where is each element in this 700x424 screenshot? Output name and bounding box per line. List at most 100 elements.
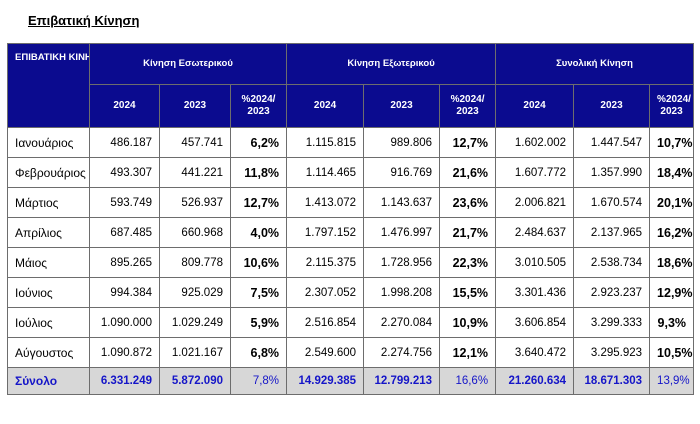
- pct-cell: 22,3%: [439, 247, 497, 278]
- subcol-2023: 2023: [363, 84, 441, 128]
- pct-cell: 6,2%: [229, 127, 288, 158]
- value-cell: 1.413.072: [286, 187, 365, 218]
- total-value-cell: 18.671.303: [573, 367, 651, 395]
- month-cell: Μάρτιος: [7, 187, 90, 218]
- table-row: Ιούλιος 1.090.000 1.029.249 5,9% 2.516.8…: [7, 307, 695, 338]
- pct-cell: 11,8%: [229, 157, 288, 188]
- pct-cell: 12,7%: [229, 187, 288, 218]
- month-cell: Ιούλιος: [7, 307, 90, 338]
- pct-cell: 6,8%: [229, 337, 288, 368]
- value-cell: 2.274.756: [363, 337, 441, 368]
- page-title: Επιβατική Κίνηση: [28, 13, 140, 28]
- pct-cell: 10,9%: [439, 307, 497, 338]
- pct-cell: 7,5%: [229, 277, 288, 308]
- value-cell: 3.295.923: [573, 337, 651, 368]
- value-cell: 2.307.052: [286, 277, 365, 308]
- value-cell: 1.021.167: [159, 337, 231, 368]
- value-cell: 486.187: [89, 127, 160, 158]
- total-value-cell: 5.872.090: [159, 367, 231, 395]
- pct-cell: 18,6%: [649, 247, 695, 278]
- value-cell: 3.299.333: [573, 307, 651, 338]
- pct-cell: 12,1%: [439, 337, 497, 368]
- value-cell: 1.607.772: [495, 157, 575, 188]
- value-cell: 1.602.002: [495, 127, 575, 158]
- value-cell: 994.384: [89, 277, 160, 308]
- pct-cell: 18,4%: [649, 157, 695, 188]
- total-value-cell: 12.799.213: [363, 367, 441, 395]
- value-cell: 3.301.436: [495, 277, 575, 308]
- subcol-pct: %2024/ 2023: [649, 84, 695, 128]
- value-cell: 3.606.854: [495, 307, 575, 338]
- passenger-traffic-table: ΕΠΙΒΑΤΙΚΗ ΚΙΝΗΣΗ Κίνηση Εσωτερικού Κίνησ…: [7, 43, 695, 395]
- subcol-pct: %2024/ 2023: [439, 84, 497, 128]
- month-cell: Απρίλιος: [7, 217, 90, 248]
- table-row: Μάρτιος 593.749 526.937 12,7% 1.413.072 …: [7, 187, 695, 218]
- pct-cell: 4,0%: [229, 217, 288, 248]
- table-row: Ιανουάριος 486.187 457.741 6,2% 1.115.81…: [7, 127, 695, 158]
- value-cell: 687.485: [89, 217, 160, 248]
- value-cell: 493.307: [89, 157, 160, 188]
- value-cell: 2.538.734: [573, 247, 651, 278]
- subcol-2024: 2024: [89, 84, 160, 128]
- value-cell: 526.937: [159, 187, 231, 218]
- value-cell: 660.968: [159, 217, 231, 248]
- value-cell: 2.923.237: [573, 277, 651, 308]
- subcol-pct: %2024/ 2023: [229, 84, 288, 128]
- header-row-subcols: 2024 2023 %2024/ 2023 2024 2023 %2024/ 2…: [8, 84, 695, 128]
- total-value-cell: 14.929.385: [286, 367, 365, 395]
- month-cell: Ιανουάριος: [7, 127, 90, 158]
- pct-cell: 10,5%: [649, 337, 695, 368]
- pct-cell: 23,6%: [439, 187, 497, 218]
- value-cell: 1.728.956: [363, 247, 441, 278]
- month-cell: Φεβρουάριος: [7, 157, 90, 188]
- value-cell: 457.741: [159, 127, 231, 158]
- value-cell: 2.516.854: [286, 307, 365, 338]
- value-cell: 1.090.872: [89, 337, 160, 368]
- total-pct-cell: 7,8%: [229, 367, 288, 395]
- pct-cell: 10,7%: [649, 127, 695, 158]
- value-cell: 2.006.821: [495, 187, 575, 218]
- value-cell: 916.769: [363, 157, 441, 188]
- table-row: Απρίλιος 687.485 660.968 4,0% 1.797.152 …: [7, 217, 695, 248]
- value-cell: 1.670.574: [573, 187, 651, 218]
- value-cell: 1.797.152: [286, 217, 365, 248]
- value-cell: 1.447.547: [573, 127, 651, 158]
- table-row: Μάιος 895.265 809.778 10,6% 2.115.375 1.…: [7, 247, 695, 278]
- pct-cell: 16,2%: [649, 217, 695, 248]
- value-cell: 3.010.505: [495, 247, 575, 278]
- total-pct-cell: 13,9%: [649, 367, 695, 395]
- pct-cell: 5,9%: [229, 307, 288, 338]
- pct-cell: 21,7%: [439, 217, 497, 248]
- value-cell: 2.115.375: [286, 247, 365, 278]
- subcol-2023: 2023: [159, 84, 231, 128]
- value-cell: 895.265: [89, 247, 160, 278]
- value-cell: 2.484.637: [495, 217, 575, 248]
- group-header-domestic: Κίνηση Εσωτερικού: [88, 43, 288, 85]
- total-pct-cell: 16,6%: [439, 367, 497, 395]
- group-header-total: Συνολική Κίνηση: [495, 43, 695, 85]
- value-cell: 441.221: [159, 157, 231, 188]
- month-cell: Ιούνιος: [7, 277, 90, 308]
- pct-cell: 10,6%: [229, 247, 288, 278]
- pct-cell: 15,5%: [439, 277, 497, 308]
- value-cell: 989.806: [363, 127, 441, 158]
- subcol-2024: 2024: [495, 84, 575, 128]
- month-cell: Μάιος: [7, 247, 90, 278]
- pct-cell: 9,3%: [649, 307, 695, 338]
- group-header-international: Κίνηση Εξωτερικού: [286, 43, 497, 85]
- value-cell: 593.749: [89, 187, 160, 218]
- total-value-cell: 21.260.634: [495, 367, 575, 395]
- total-value-cell: 6.331.249: [89, 367, 160, 395]
- value-cell: 1.357.990: [573, 157, 651, 188]
- table-row: Φεβρουάριος 493.307 441.221 11,8% 1.114.…: [7, 157, 695, 188]
- value-cell: 1.090.000: [89, 307, 160, 338]
- pct-cell: 20,1%: [649, 187, 695, 218]
- pct-cell: 21,6%: [439, 157, 497, 188]
- value-cell: 1.476.997: [363, 217, 441, 248]
- value-cell: 2.270.084: [363, 307, 441, 338]
- value-cell: 2.137.965: [573, 217, 651, 248]
- value-cell: 1.998.208: [363, 277, 441, 308]
- value-cell: 1.114.465: [286, 157, 365, 188]
- table-row: Αύγουστος 1.090.872 1.021.167 6,8% 2.549…: [7, 337, 695, 368]
- total-label: Σύνολο: [7, 367, 90, 395]
